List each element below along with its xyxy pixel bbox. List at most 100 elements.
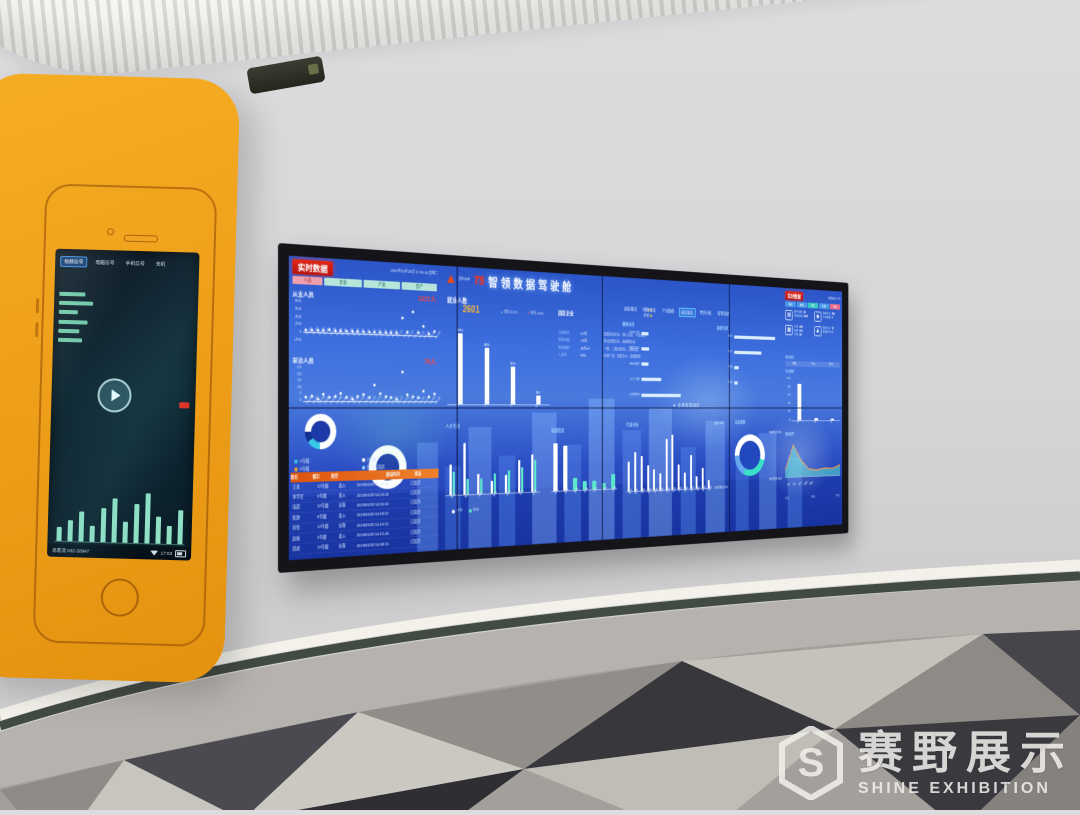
bar-slot: 8% 四季度: [526, 323, 550, 409]
volume-down-button[interactable]: [35, 322, 39, 338]
bar-slot: 48% 二季度: [474, 321, 499, 409]
bar-slot: 32% 三季度: [500, 322, 524, 408]
left-tab[interactable]: 资产: [401, 281, 437, 292]
staff-yticks: 800 600 400 200 0 -200: [291, 298, 303, 342]
talent-legend: 计划 实际: [451, 508, 479, 514]
hbarL-title: 载体去化: [622, 321, 635, 327]
donut-hole: [311, 420, 331, 443]
nav-tab[interactable]: 园区概况: [624, 307, 637, 313]
industry-title: 行业分析: [626, 422, 639, 427]
bar-slot: 燃气: [825, 377, 840, 424]
bar-label: 8%: [536, 390, 541, 395]
hbar-track: [734, 365, 781, 370]
hbar-row: 考察: [717, 365, 781, 370]
bar-slot: 商贸: [694, 430, 701, 492]
tick: 25: [297, 364, 302, 370]
hbar-bar: [734, 335, 776, 340]
staff-scatter-chart: 05-01 05-02 05-03 05-04 05-05 05-06 05-07 05-08…: [303, 298, 441, 345]
bar-category: 用水: [813, 417, 818, 424]
legend-label: 2号楼: [366, 456, 377, 462]
video-wall: 实时数据 2019年05月28日 17:35:46 星期二 人员 企业 产业 资产 从…: [278, 243, 849, 573]
bar-category: 质量: [583, 486, 589, 494]
park-watermark: ▲ 全景智慧园区: [672, 403, 701, 408]
industry-bar-chart: 电子 软件 生物 新材 装备 节能 金融 物流 文创 教育 医疗 商贸 建筑 其他: [626, 430, 712, 495]
right-tab[interactable]: 车辆: [818, 303, 830, 309]
right-tab[interactable]: 告警: [829, 303, 840, 310]
tick: 60: [787, 392, 791, 397]
volume-up-button[interactable]: [35, 298, 40, 314]
nav-tab[interactable]: 入驻企业: [643, 308, 656, 314]
hbar-label: 商业配套: [629, 361, 640, 366]
bar: [477, 473, 480, 495]
phone-speaker-slot: [123, 234, 159, 243]
up-arrow-icon: ▲: [500, 309, 504, 314]
nav-tab[interactable]: 产业集群: [662, 309, 675, 314]
bar-slot: 59% 一季度: [447, 320, 472, 409]
enterprise-donut-wrap: 企业类型 智能制造 32% 电子信息 28% 现代服务 22% 其他 18%: [714, 420, 782, 490]
hbar-label: 签约: [727, 334, 733, 338]
center-header: 国科云网 T5 智领数据驾驶舱: [447, 270, 574, 295]
legend-dot: [294, 459, 298, 464]
right-tab[interactable]: 安防: [785, 301, 796, 307]
bar-slot: 环保: [600, 436, 608, 493]
hbar-track: [734, 350, 781, 355]
legend-item: 1号楼: [294, 457, 357, 464]
left-tab[interactable]: 产业: [363, 279, 401, 290]
tick: 15: [297, 377, 302, 383]
left-dashboard: 实时数据 2019年05月28日 17:35:46 星期二 人员 企业 产业 资产 从…: [289, 256, 441, 561]
left-tab[interactable]: 人员: [292, 275, 323, 286]
donut-callout: 其他 18%: [714, 421, 724, 426]
bar-category: 其他: [611, 485, 617, 493]
hbar-row: 储备: [717, 380, 781, 385]
right-stat-blocks: ▤ 楼宇总数28 在线设备1265 ◉ 监控点位356 今日告警3 ▦: [785, 309, 840, 338]
mini-header-cell: 类型: [792, 361, 797, 366]
kiosk-screen[interactable]: 视频信号电脑信号手机信号关机 总客流 032-20947 17:03: [46, 248, 200, 561]
tick: 5: [299, 390, 302, 396]
bar: [504, 475, 507, 493]
donut-hole: [739, 440, 761, 470]
stat-icon: ◉: [814, 311, 822, 322]
watermark-cn: 赛野展示: [857, 726, 1074, 778]
data-point: [422, 389, 425, 393]
bar-group: 博士: [446, 433, 459, 499]
hbar-row: 在谈: [717, 349, 781, 355]
hbarR-title: 招商引资: [716, 325, 728, 331]
visitor-chart-title: 来访人员: [292, 358, 314, 365]
left-title-badge: 实时数据: [292, 258, 333, 277]
bar-slot: 新材: [645, 431, 652, 494]
visitor-table: 姓名 楼宇 类型 进出时间 状态 王永 12号楼 进入 2019/05/28 14:26:4…: [290, 468, 439, 555]
employment-stat-down: ▼ 环比 3.6%: [526, 310, 544, 316]
bar-slot: 用水: [808, 376, 823, 424]
right-tab[interactable]: 环境: [807, 302, 819, 309]
legend-dot: [451, 509, 455, 514]
nav-tab[interactable]: 经济分析: [699, 311, 712, 316]
tick: 400: [295, 313, 302, 319]
bar-slot: 用电: [791, 376, 807, 424]
stat-row: [794, 319, 808, 323]
nav-tab[interactable]: 园区服务: [678, 307, 696, 318]
visitor-yticks: 25 20 15 10 5 0: [291, 364, 303, 402]
hbar-track: [641, 377, 684, 382]
bar-category: 环保: [602, 485, 608, 493]
talent-title: 人才引进: [445, 423, 460, 429]
train-title: 培训情况: [551, 428, 565, 433]
energy-area-title: 能耗趋势: [785, 432, 795, 437]
tick: 80: [787, 384, 791, 389]
hbar-label: 仓储物流: [629, 392, 640, 397]
stat-row: 气表96: [794, 333, 802, 337]
bar-slot: 管理: [571, 437, 579, 494]
right-tab[interactable]: 能耗: [796, 301, 808, 308]
hbar-row: 人才公寓: [622, 377, 684, 382]
legend-label: 1号楼: [299, 458, 310, 464]
tick: 20: [787, 409, 791, 413]
svg-text:S: S: [798, 741, 825, 785]
stat-block: ▦ 水表208 电表412 气表96: [785, 324, 812, 338]
energy-area-chart: [785, 438, 840, 480]
area-cat-label: 周三: [798, 480, 803, 487]
left-tab[interactable]: 企业: [324, 277, 362, 288]
bar-category: 技能: [564, 487, 570, 495]
nav-tab[interactable]: 智慧党建: [717, 311, 729, 317]
right-footer: 给水 供电 燃气: [785, 494, 840, 501]
bar: [797, 384, 802, 421]
bar: [553, 443, 558, 492]
